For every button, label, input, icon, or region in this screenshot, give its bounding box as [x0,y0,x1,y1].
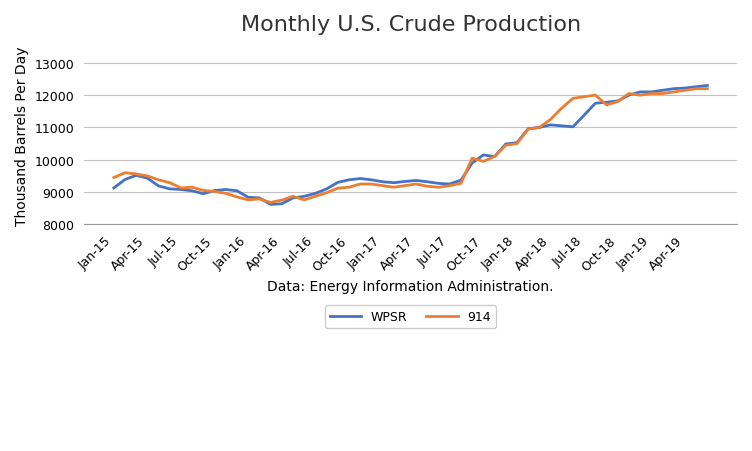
WPSR [703,83,712,89]
WPSR [479,153,488,158]
WPSR [468,161,477,166]
WPSR [210,189,219,194]
Y-axis label: Thousand Barrels Per Day: Thousand Barrels Per Day [15,47,29,226]
WPSR [523,127,532,132]
914 [703,87,712,92]
WPSR [445,182,454,187]
X-axis label: Data: Energy Information Administration.: Data: Energy Information Administration. [267,279,553,293]
914 [445,184,454,189]
Title: Monthly U.S. Crude Production: Monthly U.S. Crude Production [241,15,581,35]
Line: WPSR: WPSR [114,86,708,205]
914 [210,189,219,195]
914 [692,87,701,92]
Legend: WPSR, 914: WPSR, 914 [325,306,496,329]
Line: 914: 914 [114,89,708,203]
914 [523,127,532,133]
914 [468,156,477,161]
WPSR [109,186,118,191]
914 [344,185,353,190]
914 [479,159,488,165]
914 [109,175,118,181]
914 [266,200,275,206]
WPSR [266,202,275,207]
WPSR [344,178,353,183]
